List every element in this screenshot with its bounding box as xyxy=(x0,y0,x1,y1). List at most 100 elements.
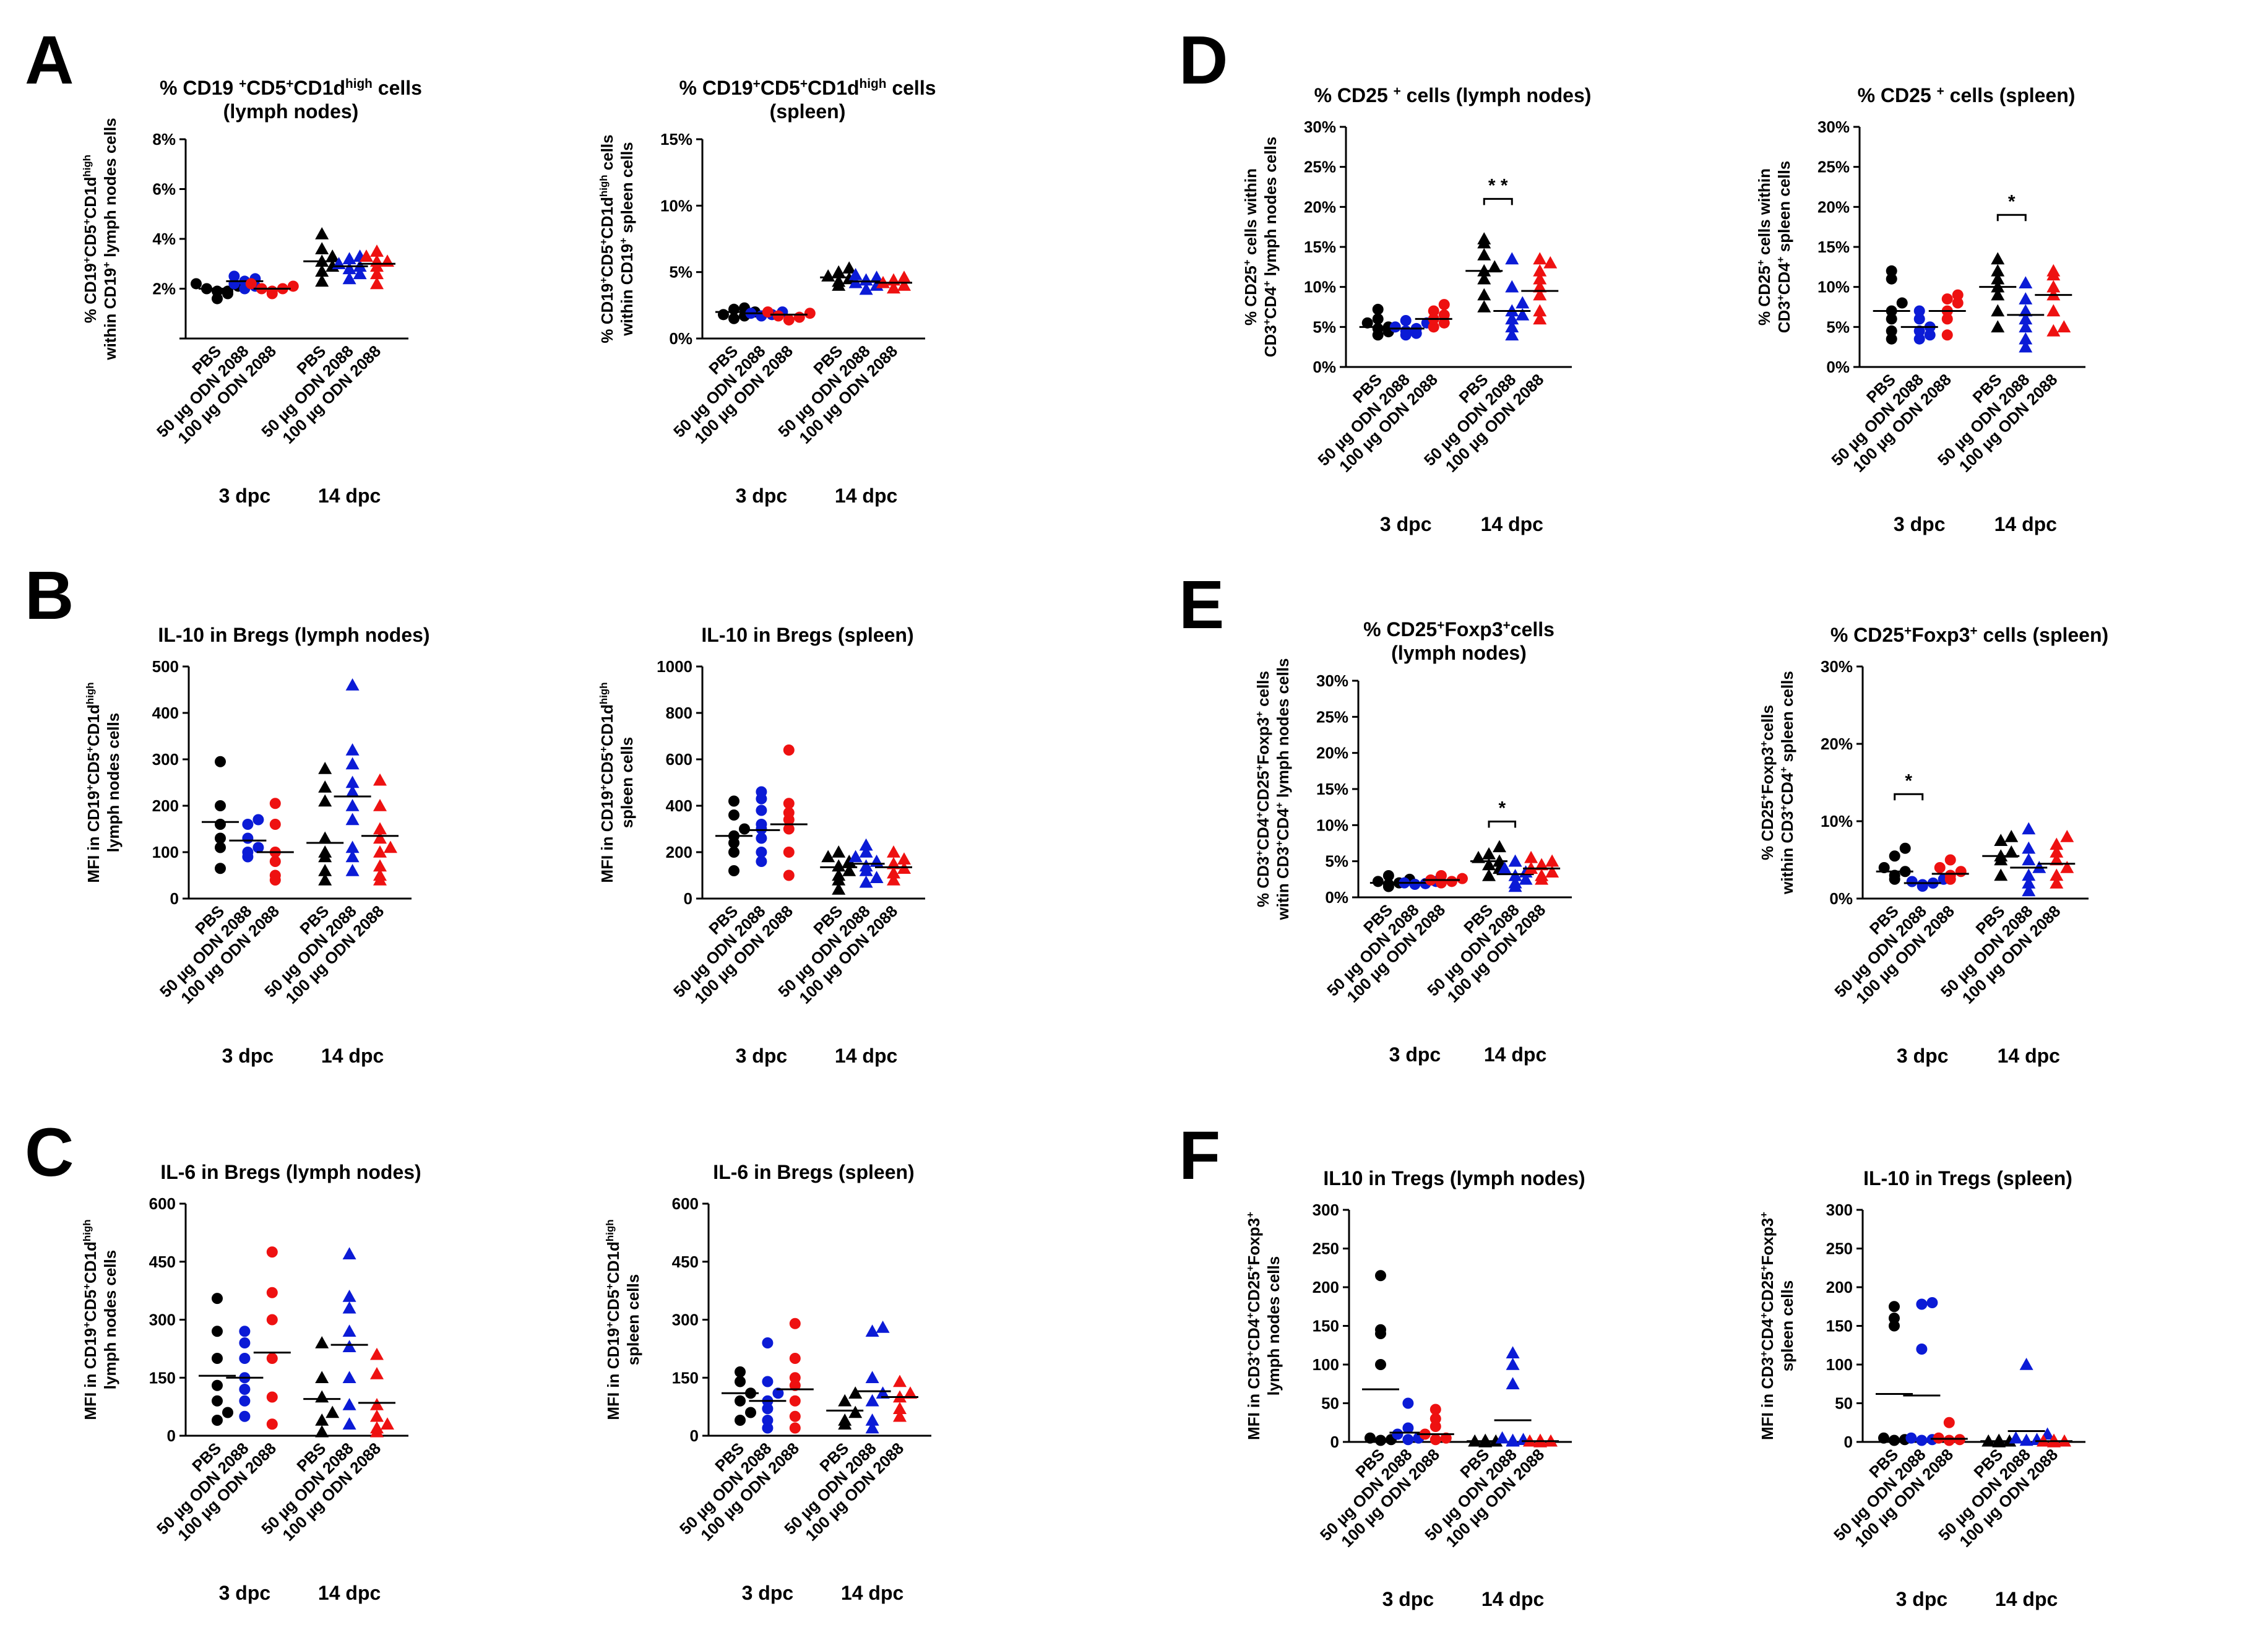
data-point xyxy=(1382,870,1394,881)
group-label-14-dpc: 14 dpc xyxy=(1484,1043,1546,1066)
y-tick-label: 300 xyxy=(152,750,179,769)
group-label-3-dpc: 3 dpc xyxy=(1380,513,1432,535)
data-point xyxy=(897,278,911,291)
data-point xyxy=(1991,304,2005,317)
data-point xyxy=(342,1371,356,1384)
data-point xyxy=(1889,1301,1900,1313)
data-point xyxy=(342,1398,356,1410)
y-tick-label: 150 xyxy=(149,1368,176,1387)
data-point xyxy=(2046,304,2061,317)
y-tick-label: 5% xyxy=(1313,317,1336,336)
panel-letter-b: B xyxy=(25,558,74,634)
data-point xyxy=(345,813,360,826)
data-point xyxy=(1952,289,1964,301)
data-point xyxy=(2050,876,2064,889)
data-point xyxy=(876,1321,890,1333)
data-point xyxy=(269,856,281,867)
y-axis-label: MFI in CD3+CD4+CD25+Foxp3+ xyxy=(1758,1212,1777,1440)
y-axis-label: % CD19+CD5+CD1dhigh cells xyxy=(598,134,617,343)
chart-e1: 0% 5% 10% 15% 20% 25% 30% % CD25+Foxp3+cells(ly… xyxy=(1254,618,1572,1066)
data-point xyxy=(859,838,873,851)
data-point xyxy=(2019,292,2033,304)
data-point xyxy=(342,1247,356,1260)
data-point xyxy=(832,859,846,872)
group-label-3-dpc: 3 dpc xyxy=(1896,1588,1948,1610)
chart-title: IL-10 in Bregs (spleen) xyxy=(701,624,913,646)
data-point xyxy=(212,285,223,297)
data-point xyxy=(315,1371,329,1384)
data-point xyxy=(783,314,795,326)
data-point xyxy=(756,847,767,858)
data-point xyxy=(2004,845,2019,858)
data-point xyxy=(345,864,360,876)
data-point xyxy=(287,280,299,292)
data-point xyxy=(1382,879,1394,890)
data-point xyxy=(2022,841,2036,854)
data-point xyxy=(1941,293,1953,305)
data-point xyxy=(2050,853,2064,866)
y-tick-label: 15% xyxy=(660,130,692,149)
data-point xyxy=(1543,256,1558,269)
data-point xyxy=(1906,876,1918,887)
data-point xyxy=(2022,884,2036,897)
y-tick-label: 20% xyxy=(1817,197,1850,216)
data-point xyxy=(370,1347,384,1360)
y-tick-label: 0 xyxy=(1844,1433,1853,1451)
y-tick-label: 0% xyxy=(1313,358,1336,376)
group-label-14-dpc: 14 dpc xyxy=(1998,1045,2060,1067)
y-tick-label: 30% xyxy=(1316,671,1348,690)
y-tick-label: 50 xyxy=(1321,1394,1339,1413)
data-point xyxy=(1992,1433,2006,1446)
data-point xyxy=(318,780,332,793)
data-point xyxy=(1375,1270,1386,1282)
data-point xyxy=(1477,272,1491,285)
data-point xyxy=(783,798,795,809)
data-point xyxy=(345,840,360,853)
group-label-14-dpc: 14 dpc xyxy=(835,1045,897,1067)
data-point xyxy=(1934,862,1946,873)
data-point xyxy=(1506,1346,1520,1359)
data-point xyxy=(345,785,360,798)
data-point xyxy=(756,805,767,816)
group-label-14-dpc: 14 dpc xyxy=(1481,513,1543,535)
data-point xyxy=(345,757,360,770)
data-point xyxy=(1498,861,1512,874)
data-point xyxy=(762,1403,774,1415)
y-tick-label: 100 xyxy=(152,843,179,861)
data-point xyxy=(266,285,278,297)
data-point xyxy=(859,273,873,286)
data-point xyxy=(215,756,226,767)
data-point xyxy=(1375,1324,1386,1335)
data-point xyxy=(2046,280,2061,293)
data-point xyxy=(1435,870,1447,881)
data-point xyxy=(1506,1358,1520,1370)
data-point xyxy=(342,262,356,275)
data-point xyxy=(859,845,873,858)
data-point xyxy=(735,1415,746,1426)
chart-title: (spleen) xyxy=(770,100,846,123)
chart-f1: 0 50 100 150 200 250 300 IL10 in Tregs (lymph n… xyxy=(1244,1167,1585,1610)
data-point xyxy=(718,309,729,321)
significance-label: * xyxy=(1498,798,1506,819)
y-tick-label: 0% xyxy=(1826,358,1850,376)
data-point xyxy=(315,1336,329,1348)
data-point xyxy=(789,1410,801,1422)
data-point xyxy=(1943,1417,1955,1428)
data-point xyxy=(1478,1433,1493,1446)
data-point xyxy=(1472,850,1486,863)
chart-title: % CD19 +CD5+CD1dhigh cells xyxy=(160,77,422,100)
significance-bracket xyxy=(1894,793,1924,801)
data-point xyxy=(1508,876,1522,889)
data-point xyxy=(848,850,863,863)
data-point xyxy=(735,1376,746,1387)
data-point xyxy=(2019,340,2033,353)
data-point xyxy=(239,1337,251,1348)
data-point xyxy=(1477,300,1491,313)
data-point xyxy=(1428,321,1439,333)
data-point xyxy=(212,1293,223,1305)
significance-bracket xyxy=(1488,821,1517,828)
y-axis-label: witin CD3+CD4+ lymph nodes cells xyxy=(1274,658,1293,921)
data-point xyxy=(1991,288,2005,301)
data-point xyxy=(1994,834,2008,847)
data-point xyxy=(2022,853,2036,866)
